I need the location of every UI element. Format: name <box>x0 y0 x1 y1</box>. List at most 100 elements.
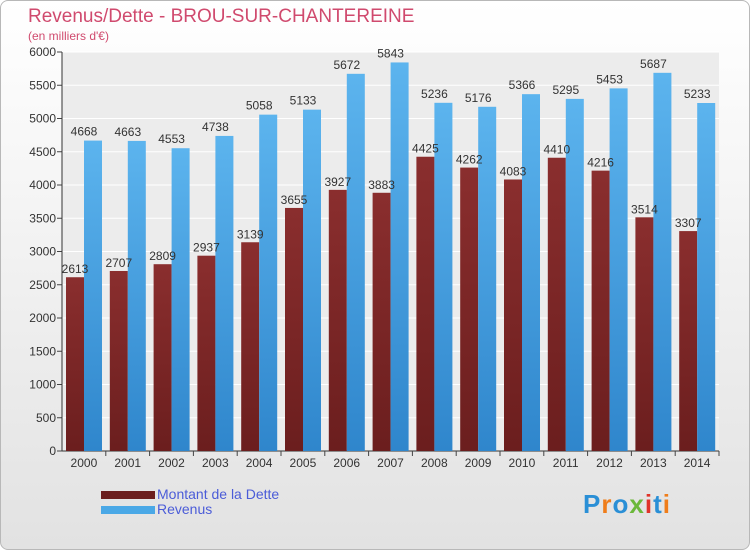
bar-revenus <box>565 98 584 451</box>
data-label-revenus: 5453 <box>596 72 623 86</box>
logo-letter: x <box>629 489 645 519</box>
data-label-revenus: 5295 <box>552 83 579 97</box>
x-tick-label: 2005 <box>290 456 317 470</box>
x-tick-label: 2008 <box>421 456 448 470</box>
x-tick-label: 2012 <box>596 456 623 470</box>
x-tick-label: 2007 <box>377 456 404 470</box>
data-label-dette: 3655 <box>281 193 308 207</box>
bar-dette <box>504 179 522 451</box>
data-label-revenus: 4553 <box>158 132 185 146</box>
data-label-dette: 3307 <box>675 216 702 230</box>
bar-dette <box>328 189 347 452</box>
legend-label-dette: Montant de la Dette <box>157 486 280 502</box>
x-tick-label: 2014 <box>684 456 711 470</box>
bar-revenus <box>346 73 365 451</box>
logo-letter: t <box>653 489 663 519</box>
y-tick-label: 0 <box>49 444 56 458</box>
bar-dette <box>635 217 654 451</box>
data-label-dette: 4425 <box>412 142 439 156</box>
bar-revenus <box>697 103 716 452</box>
y-tick-label: 2500 <box>29 278 56 292</box>
bar-revenus <box>127 140 146 451</box>
logo-letter: P <box>583 489 602 519</box>
y-tick-label: 2000 <box>29 311 56 325</box>
data-label-dette: 4216 <box>587 156 614 170</box>
y-tick-label: 4500 <box>29 145 56 159</box>
bar-revenus <box>522 94 540 451</box>
y-tick-label: 1000 <box>29 378 56 392</box>
x-tick-label: 2003 <box>202 456 229 470</box>
data-label-revenus: 5233 <box>684 87 711 101</box>
data-label-revenus: 5366 <box>509 78 536 92</box>
x-tick-label: 2013 <box>640 456 667 470</box>
y-tick-label: 500 <box>36 411 56 425</box>
data-label-revenus: 5843 <box>377 46 404 60</box>
bar-dette <box>66 277 84 451</box>
y-tick-label: 1500 <box>29 344 56 358</box>
bar-revenus <box>653 72 672 451</box>
bar-revenus <box>259 114 278 451</box>
bar-revenus <box>215 135 234 451</box>
data-label-revenus: 5176 <box>465 91 492 105</box>
data-label-revenus: 5672 <box>333 58 360 72</box>
bar-revenus <box>609 88 628 452</box>
logo-letter: i <box>662 489 671 519</box>
data-label-revenus: 5236 <box>421 87 448 101</box>
logo-letter: o <box>612 489 630 519</box>
data-label-revenus: 4663 <box>114 125 141 139</box>
bar-dette <box>285 207 303 451</box>
legend-item-dette: Montant de la Dette <box>101 487 279 502</box>
data-label-revenus: 5687 <box>640 57 667 71</box>
data-label-revenus: 4738 <box>202 120 229 134</box>
y-tick-label: 6000 <box>29 45 56 59</box>
legend-swatch-dette <box>101 490 155 499</box>
data-label-dette: 2707 <box>105 256 132 270</box>
data-label-dette: 3927 <box>324 175 351 189</box>
data-label-revenus: 5133 <box>290 94 317 108</box>
data-label-revenus: 5058 <box>246 99 273 113</box>
bar-revenus <box>478 106 497 452</box>
chart-subtitle: (en milliers d'€) <box>28 29 109 43</box>
x-tick-label: 2004 <box>246 456 273 470</box>
data-label-dette: 4262 <box>456 153 483 167</box>
bar-dette <box>679 231 698 451</box>
legend: Montant de la Dette Revenus <box>101 487 279 517</box>
bar-revenus <box>434 102 453 451</box>
bar-dette <box>153 264 172 451</box>
bar-dette <box>416 156 435 452</box>
bar-revenus <box>390 62 409 452</box>
legend-swatch-revenus <box>101 505 155 514</box>
y-tick-label: 4000 <box>29 178 56 192</box>
proxiti-logo: Proxiti <box>583 489 671 520</box>
data-label-dette: 2809 <box>149 249 176 263</box>
data-label-dette: 2613 <box>62 262 89 276</box>
bar-dette <box>460 167 479 451</box>
data-label-dette: 3139 <box>237 227 264 241</box>
bar-revenus <box>303 109 321 451</box>
bar-dette <box>241 242 260 451</box>
y-tick-label: 3000 <box>29 245 56 259</box>
chart-title: Revenus/Dette - BROU-SUR-CHANTEREINE <box>28 6 415 27</box>
x-tick-label: 2000 <box>71 456 98 470</box>
data-label-revenus: 4668 <box>71 125 98 139</box>
data-label-dette: 3514 <box>631 202 658 216</box>
x-tick-label: 2006 <box>333 456 360 470</box>
x-tick-label: 2009 <box>465 456 492 470</box>
y-tick-label: 3500 <box>29 211 56 225</box>
data-label-dette: 3883 <box>368 178 395 192</box>
x-tick-label: 2011 <box>553 456 579 470</box>
logo-letter: r <box>601 489 613 519</box>
bar-revenus <box>84 140 102 451</box>
data-label-dette: 2937 <box>193 241 220 255</box>
bar-dette <box>109 270 128 451</box>
y-tick-label: 5000 <box>29 112 56 126</box>
x-tick-label: 2002 <box>158 456 185 470</box>
bar-dette <box>372 192 391 451</box>
x-tick-label: 2010 <box>509 456 536 470</box>
x-tick-label: 2001 <box>114 456 141 470</box>
bar-dette <box>591 170 610 452</box>
data-label-dette: 4083 <box>500 164 527 178</box>
bar-dette <box>547 157 566 452</box>
